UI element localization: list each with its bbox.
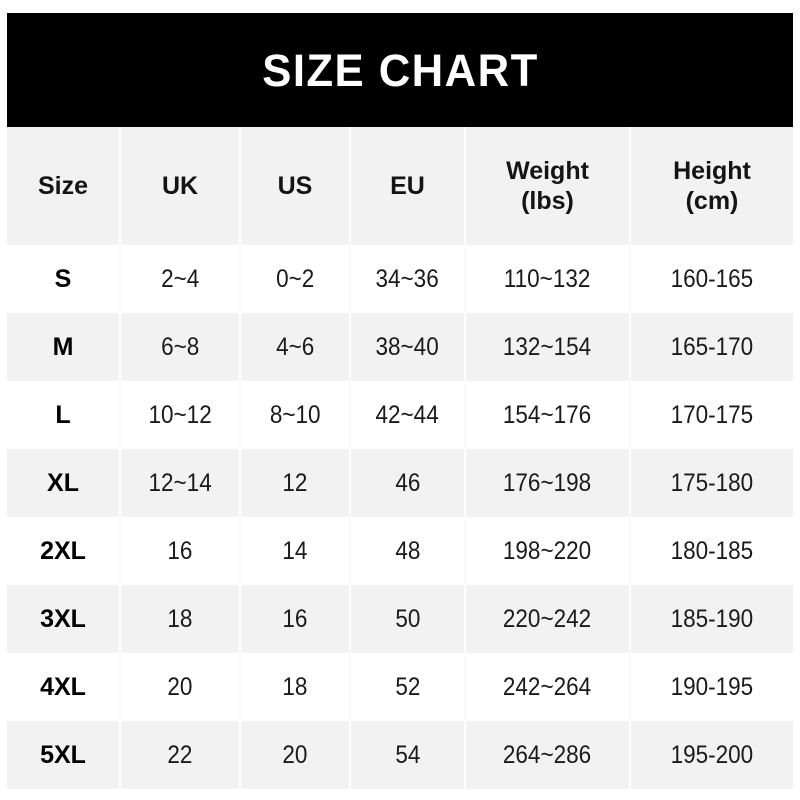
cell-uk: 20 (120, 653, 241, 721)
table-body: S 2~4 0~2 34~36 110~132 160-165 M 6~8 4~… (7, 245, 793, 789)
cell-weight: 132~154 (465, 313, 631, 381)
cell-size: XL (7, 449, 121, 517)
cell-weight: 154~176 (465, 381, 631, 449)
cell-uk: 2~4 (120, 245, 241, 313)
cell-eu: 38~40 (350, 313, 466, 381)
column-header-eu-label: EU (390, 171, 425, 200)
column-header-uk-label: UK (161, 171, 199, 200)
cell-size: 4XL (7, 653, 121, 721)
column-header-height-label: Height (673, 156, 751, 185)
cell-eu: 34~36 (350, 245, 466, 313)
table-header-row: Size UK US EU Weight (lbs) Height (cm) (7, 127, 793, 245)
cell-us: 12 (240, 449, 351, 517)
table-row: 4XL 20 18 52 242~264 190-195 (7, 653, 793, 721)
cell-eu: 46 (350, 449, 466, 517)
cell-size: S (7, 245, 121, 313)
cell-weight: 176~198 (465, 449, 631, 517)
cell-uk: 6~8 (120, 313, 241, 381)
table-row: S 2~4 0~2 34~36 110~132 160-165 (7, 245, 793, 313)
size-chart-table: Size UK US EU Weight (lbs) Height (cm) (7, 127, 793, 789)
cell-size: 5XL (7, 721, 121, 789)
cell-height: 165-170 (670, 332, 754, 361)
cell-us: 14 (240, 517, 351, 585)
table-row: 5XL 22 20 54 264~286 195-200 (7, 721, 793, 789)
cell-uk: 22 (120, 721, 241, 789)
cell-uk: 12~14 (120, 449, 241, 517)
cell-weight: 264~286 (465, 721, 631, 789)
table-row: 2XL 16 14 48 198~220 180-185 (7, 517, 793, 585)
title-banner: SIZE CHART (7, 13, 793, 127)
cell-height: 175-180 (670, 468, 754, 497)
cell-eu: 54 (350, 721, 466, 789)
cell-height: 170-175 (670, 400, 754, 429)
table-row: L 10~12 8~10 42~44 154~176 170-175 (7, 381, 793, 449)
cell-size: 2XL (7, 517, 121, 585)
cell-size: 3XL (7, 585, 121, 653)
column-header-us: US (240, 127, 351, 245)
cell-height: 190-195 (670, 672, 754, 701)
cell-height: 160-165 (670, 264, 754, 293)
column-header-weight-label: Weight (506, 156, 589, 185)
column-header-height-unit: (cm) (685, 187, 739, 215)
column-header-us-label: US (277, 171, 313, 200)
cell-us: 16 (240, 585, 351, 653)
cell-us: 18 (240, 653, 351, 721)
cell-uk: 18 (120, 585, 241, 653)
table-row: 3XL 18 16 50 220~242 185-190 (7, 585, 793, 653)
column-header-size-label: Size (37, 171, 89, 200)
table-row: M 6~8 4~6 38~40 132~154 165-170 (7, 313, 793, 381)
cell-weight: 110~132 (465, 245, 631, 313)
cell-height: 180-185 (670, 536, 754, 565)
cell-size: M (7, 313, 121, 381)
cell-eu: 42~44 (350, 381, 466, 449)
column-header-weight-unit: (lbs) (521, 187, 574, 215)
cell-uk: 16 (120, 517, 241, 585)
cell-uk: 10~12 (120, 381, 241, 449)
cell-height: 185-190 (670, 604, 754, 633)
cell-eu: 52 (350, 653, 466, 721)
table-row: XL 12~14 12 46 176~198 175-180 (7, 449, 793, 517)
column-header-uk: UK (120, 127, 241, 245)
cell-height: 195-200 (670, 740, 754, 769)
column-header-size: Size (7, 127, 121, 245)
cell-eu: 50 (350, 585, 466, 653)
size-chart-sheet: SIZE CHART Size UK US EU W (7, 13, 793, 789)
cell-weight: 242~264 (465, 653, 631, 721)
cell-us: 4~6 (240, 313, 351, 381)
cell-us: 20 (240, 721, 351, 789)
column-header-weight: Weight (lbs) (465, 127, 631, 245)
cell-us: 0~2 (240, 245, 351, 313)
cell-size: L (7, 381, 121, 449)
column-header-eu: EU (350, 127, 466, 245)
cell-us: 8~10 (240, 381, 351, 449)
cell-eu: 48 (350, 517, 466, 585)
column-header-height: Height (cm) (630, 127, 793, 245)
table-header: Size UK US EU Weight (lbs) Height (cm) (7, 127, 793, 245)
page-title: SIZE CHART (261, 44, 539, 96)
cell-weight: 198~220 (465, 517, 631, 585)
cell-weight: 220~242 (465, 585, 631, 653)
